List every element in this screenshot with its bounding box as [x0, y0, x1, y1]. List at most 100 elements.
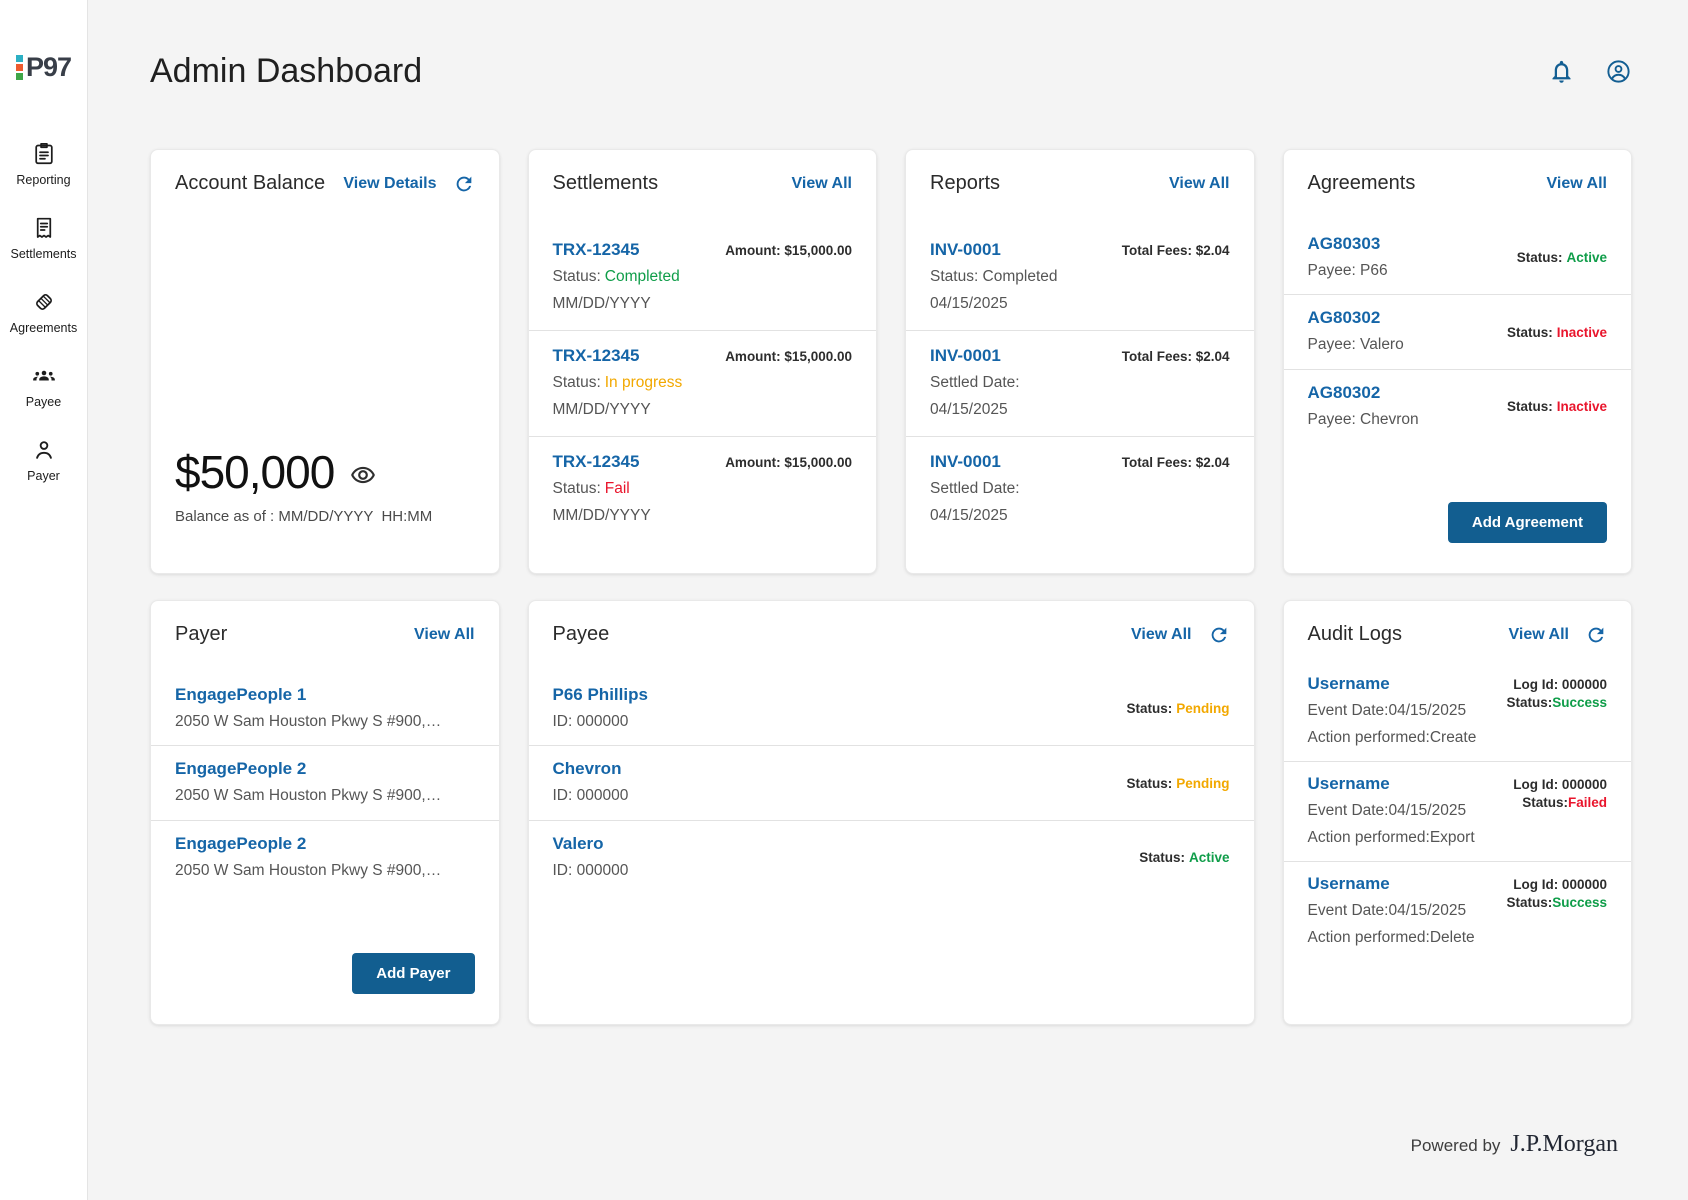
audit-user-link[interactable]: Username — [1307, 773, 1390, 793]
powered-by-text: Powered by — [1410, 1136, 1501, 1155]
bell-icon[interactable] — [1548, 58, 1575, 85]
view-details-link[interactable]: View Details — [343, 174, 437, 192]
report-id-link[interactable]: INV-0001 — [930, 345, 1001, 365]
settlement-date: MM/DD/YYYY — [552, 401, 651, 419]
divider — [1283, 760, 1631, 762]
report-fees: Total Fees: $2.04 — [1121, 454, 1230, 470]
report-date: 04/15/2025 — [930, 401, 1008, 419]
divider — [906, 435, 1254, 437]
status-value: Failed — [1567, 794, 1607, 810]
status-value: Pending — [1176, 701, 1230, 717]
agreement-id-link[interactable]: AG80302 — [1307, 382, 1381, 402]
payer-item: EngagePeople 2 2050 W Sam Houston Pkwy S… — [175, 746, 475, 819]
card-title: Account Balance — [175, 172, 326, 194]
audit-user-link[interactable]: Username — [1307, 873, 1390, 893]
divider — [151, 819, 499, 821]
view-all-link[interactable]: View All — [791, 174, 852, 192]
report-item: INV-0001 Settled Date: 04/15/2025 Total … — [930, 437, 1230, 542]
payer-name-link[interactable]: EngagePeople 2 — [175, 833, 307, 853]
refresh-icon[interactable] — [1208, 624, 1230, 646]
payee-status: Status: Pending — [1126, 701, 1229, 716]
payer-card: Payer View All EngagePeople 1 2050 W Sam… — [150, 600, 500, 1025]
agreements-card: Agreements View All AG80303 Payee: P66 S… — [1282, 149, 1632, 574]
view-all-link[interactable]: View All — [1169, 174, 1230, 192]
payer-name-link[interactable]: EngagePeople 2 — [175, 759, 307, 779]
card-title: Payer — [175, 623, 228, 645]
account-balance-amount: $50,000 — [175, 446, 335, 498]
sidebar-item-payee[interactable]: Payee — [0, 363, 87, 409]
balance-caption: Balance as of : MM/DD/YYYY HH:MM — [175, 508, 433, 525]
reports-card: Reports View All INV-0001 Status: Comple… — [905, 149, 1255, 574]
status-value: Active — [1566, 250, 1607, 266]
agreement-status: Status: Active — [1517, 250, 1607, 265]
topbar: Admin Dashboard — [150, 52, 1632, 91]
card-title: Payee — [552, 623, 610, 645]
audit-user-link[interactable]: Username — [1307, 674, 1390, 693]
agreement-id-link[interactable]: AG80302 — [1307, 308, 1381, 328]
settlement-id-link[interactable]: TRX-12345 — [552, 345, 640, 365]
audit-action: Action performed:Export — [1307, 829, 1475, 847]
sidebar-item-label: Agreements — [9, 321, 78, 335]
status-value: Fail — [604, 479, 630, 497]
audit-logs-card: Audit Logs View All Username Event Date:… — [1282, 600, 1632, 1025]
payer-name-link[interactable]: EngagePeople 1 — [175, 685, 307, 704]
audit-status: Status:Success — [1506, 695, 1607, 710]
audit-log-item: Username Event Date:04/15/2025 Action pe… — [1308, 662, 1608, 761]
sidebar-item-label: Reporting — [16, 173, 71, 187]
report-id-link[interactable]: INV-0001 — [930, 240, 1001, 259]
payee-id: ID: 000000 — [552, 713, 629, 730]
status-value: Active — [1188, 849, 1230, 865]
view-all-link[interactable]: View All — [1546, 174, 1607, 192]
settlement-id-link[interactable]: TRX-12345 — [552, 451, 640, 471]
view-all-link[interactable]: View All — [1508, 625, 1569, 643]
audit-event: Event Date:04/15/2025 — [1307, 702, 1467, 719]
sidebar-item-settlements[interactable]: Settlements — [0, 215, 87, 261]
p97-logo-squares — [15, 55, 23, 80]
status-label: Status: — [1126, 701, 1173, 717]
account-icon[interactable] — [1605, 58, 1632, 85]
agreement-payee: Payee: P66 — [1307, 262, 1388, 279]
sidebar-item-payer[interactable]: Payer — [0, 437, 87, 483]
sidebar-item-reporting[interactable]: Reporting — [0, 141, 87, 187]
payer-address: 2050 W Sam Houston Pkwy S #900,… — [175, 787, 442, 805]
payee-name-link[interactable]: P66 Phillips — [552, 685, 648, 704]
status-label: Status: — [552, 268, 601, 285]
add-agreement-button[interactable]: Add Agreement — [1447, 502, 1607, 543]
spacer — [175, 195, 475, 445]
refresh-icon[interactable] — [1585, 624, 1607, 646]
view-all-link[interactable]: View All — [1131, 625, 1192, 643]
divider — [151, 745, 499, 747]
view-all-link[interactable]: View All — [414, 625, 475, 643]
refresh-icon[interactable] — [453, 173, 475, 195]
audit-log-id: Log Id: 000000 — [1513, 776, 1607, 792]
agreement-item: AG80302 Payee: Chevron Status: Inactive — [1308, 370, 1608, 443]
audit-action: Action performed:Create — [1307, 729, 1477, 747]
audit-log-id: Log Id: 000000 — [1513, 677, 1607, 692]
status-value: Success — [1552, 695, 1607, 710]
payee-item: Chevron ID: 000000 Status: Pending — [553, 746, 1230, 819]
eye-icon[interactable] — [350, 462, 376, 488]
settlement-id-link[interactable]: TRX-12345 — [552, 240, 640, 259]
status-label: Status: — [1522, 794, 1568, 810]
report-id-link[interactable]: INV-0001 — [930, 451, 1001, 471]
audit-log-item: Username Event Date:04/15/2025 Action pe… — [1308, 862, 1608, 961]
sidebar-item-agreements[interactable]: Agreements — [0, 289, 87, 335]
audit-event: Event Date:04/15/2025 — [1307, 901, 1467, 919]
settlement-amount: Amount: $15,000.00 — [725, 454, 852, 470]
payee-name-link[interactable]: Valero — [552, 833, 604, 853]
handshake-icon — [31, 289, 57, 315]
status-label: Status: — [1516, 250, 1563, 266]
settlement-date: MM/DD/YYYY — [552, 295, 651, 313]
jpmorgan-wordmark: J.P.Morgan — [1510, 1131, 1618, 1157]
settlement-item: TRX-12345 Status: Completed MM/DD/YYYY Am… — [553, 225, 853, 330]
agreement-id-link[interactable]: AG80303 — [1307, 234, 1381, 253]
status-value: In progress — [604, 373, 683, 391]
add-payer-button[interactable]: Add Payer — [352, 953, 475, 994]
report-fees: Total Fees: $2.04 — [1121, 243, 1230, 258]
card-grid: Account Balance View Details $50,000 — [150, 149, 1632, 1025]
sidebar-item-label: Payee — [25, 395, 62, 409]
footer: Powered by J.P.Morgan — [150, 1131, 1632, 1158]
status-label: Status: — [1506, 398, 1553, 414]
payee-name-link[interactable]: Chevron — [552, 759, 622, 779]
audit-event: Event Date:04/15/2025 — [1307, 801, 1467, 819]
